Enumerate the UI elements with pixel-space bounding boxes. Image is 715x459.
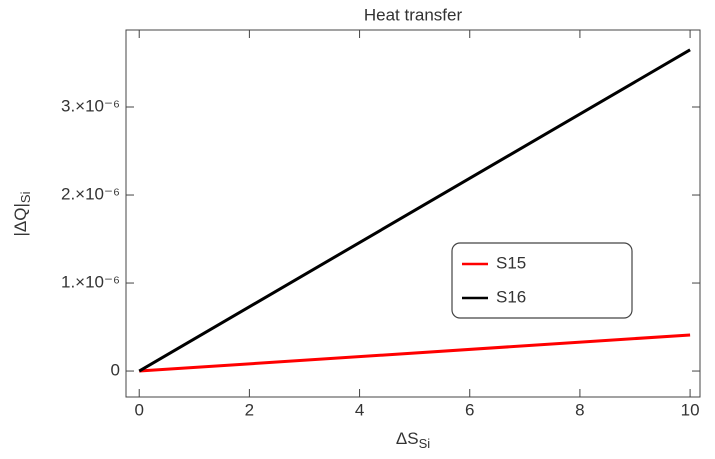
- legend-box: [451, 242, 633, 319]
- plot-frame: [125, 29, 701, 398]
- y-tick-label: 3.×10⁻⁶: [61, 96, 120, 115]
- y-tick-label: 1.×10⁻⁶: [61, 273, 120, 292]
- x-label-main: ΔS: [396, 429, 419, 448]
- x-tick-label: 10: [681, 400, 700, 419]
- x-axis-label: ΔSSi: [396, 429, 430, 451]
- x-tick-label: 0: [134, 400, 143, 419]
- x-tick-label: 6: [465, 400, 474, 419]
- chart-title: Heat transfer: [364, 5, 463, 24]
- x-tick-label: 4: [355, 400, 364, 419]
- y-tick-label: 0: [111, 361, 120, 380]
- series-line: [139, 333, 691, 373]
- y-axis-label: |ΔQ|Si: [11, 191, 33, 236]
- y-label-main: |ΔQ|: [11, 203, 30, 236]
- x-label-sub: Si: [419, 436, 431, 451]
- legend-label: S15: [496, 253, 526, 272]
- series-line: [138, 48, 691, 373]
- legend-label: S16: [496, 287, 526, 306]
- x-tick-label: 8: [575, 400, 584, 419]
- x-tick-label: 2: [245, 400, 254, 419]
- y-label-sub: Si: [18, 191, 33, 203]
- y-tick-label: 2.×10⁻⁶: [61, 185, 120, 204]
- legend: S15 S16: [451, 242, 633, 319]
